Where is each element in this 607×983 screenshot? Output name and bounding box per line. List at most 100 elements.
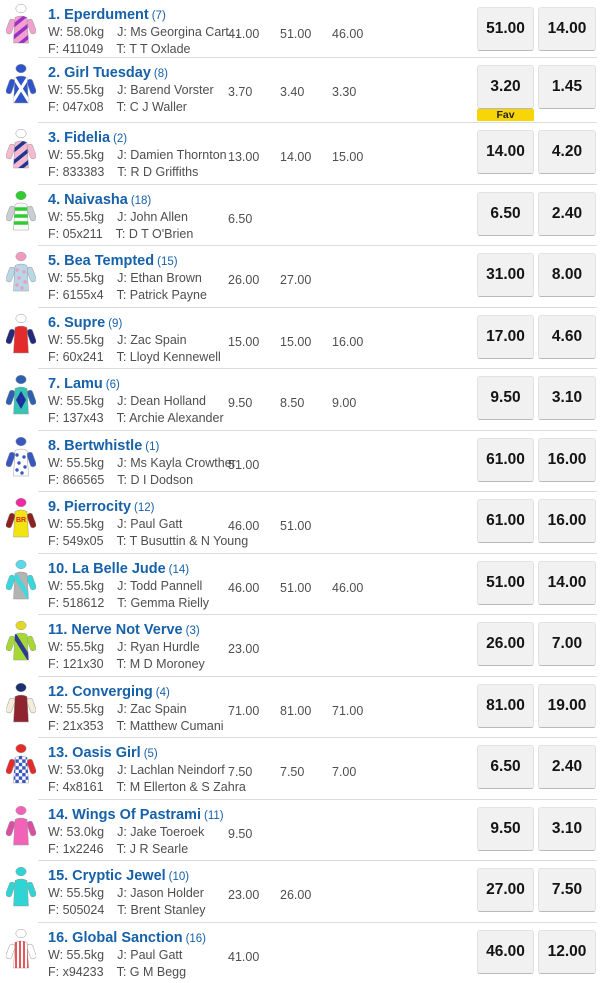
place-odds-button[interactable]: 3.10 <box>538 807 596 851</box>
fluc-value: 8.50 <box>280 396 332 410</box>
place-odds-button[interactable]: 4.60 <box>538 315 596 359</box>
place-odds-button[interactable]: 16.00 <box>538 438 596 482</box>
place-odds-button[interactable]: 3.10 <box>538 376 596 420</box>
place-odds-button[interactable]: 19.00 <box>538 684 596 728</box>
win-odds-button[interactable]: 6.50 <box>477 192 534 236</box>
runner-trainer: T: D T O'Brien <box>116 227 194 241</box>
runner-name: 4. Naivasha <box>48 192 128 208</box>
fluc-value: 7.50 <box>228 765 280 779</box>
runner-form: F: 047x08 <box>48 100 104 114</box>
runner-barrier: (9) <box>108 318 122 330</box>
runner-weight: W: 55.5kg <box>48 83 104 97</box>
win-odds-button[interactable]: 61.00 <box>477 438 534 482</box>
runner-trainer: T: Patrick Payne <box>117 288 207 302</box>
runner-barrier: (12) <box>134 502 154 514</box>
place-odds-button[interactable]: 1.45 <box>538 65 596 109</box>
jockey-silk-icon <box>6 128 36 176</box>
win-odds-button[interactable]: 46.00 <box>477 930 534 974</box>
win-odds-button[interactable]: 51.00 <box>477 561 534 605</box>
row-divider <box>38 57 597 58</box>
runner-form: F: 05x211 <box>48 227 103 241</box>
runner-barrier: (8) <box>154 68 168 80</box>
runner-title: 2. Girl Tuesday(8) <box>48 64 168 82</box>
win-odds-button[interactable]: 26.00 <box>477 622 534 666</box>
fluc-value: 3.30 <box>332 85 384 99</box>
win-odds-button[interactable]: 81.00 <box>477 684 534 728</box>
fluc-value: 15.00 <box>280 335 332 349</box>
runner-weight: W: 55.5kg <box>48 886 104 900</box>
jockey-silk-icon <box>6 63 36 111</box>
fluc-value: 23.00 <box>228 642 280 656</box>
place-odds-button[interactable]: 12.00 <box>538 930 596 974</box>
runner-jockey: J: John Allen <box>117 210 188 224</box>
runner-trainer: T: Matthew Cumani <box>117 719 224 733</box>
fluc-value: 46.00 <box>332 27 384 41</box>
runner-form: F: x94233 <box>48 965 104 979</box>
place-odds-button[interactable]: 7.00 <box>538 622 596 666</box>
fluc-value: 6.50 <box>228 212 280 226</box>
runner-jockey: J: Dean Holland <box>117 394 206 408</box>
fluc-value: 46.00 <box>228 581 280 595</box>
jockey-silk-icon <box>6 436 36 484</box>
runner-barrier: (7) <box>152 10 166 22</box>
runner-trainer: T: M Ellerton & S Zahra <box>117 780 246 794</box>
runner-trainer: T: T T Oxlade <box>116 42 190 56</box>
jockey-silk-icon <box>6 313 36 361</box>
win-odds-button[interactable]: 31.00 <box>477 253 534 297</box>
jockey-silk-icon <box>6 620 36 668</box>
place-odds-button[interactable]: 7.50 <box>538 868 596 912</box>
place-odds-button[interactable]: 4.20 <box>538 130 596 174</box>
place-odds-button[interactable]: 2.40 <box>538 745 596 789</box>
place-odds-button[interactable]: 2.40 <box>538 192 596 236</box>
win-odds-button[interactable]: 3.20 <box>477 65 534 109</box>
win-odds-button[interactable]: 17.00 <box>477 315 534 359</box>
runner-barrier: (2) <box>113 133 127 145</box>
place-odds-button[interactable]: 14.00 <box>538 7 596 51</box>
runner-name: 11. Nerve Not Verve <box>48 622 183 638</box>
win-odds-button[interactable]: 51.00 <box>477 7 534 51</box>
fluc-value: 14.00 <box>280 150 332 164</box>
price-flucs: 6.50 <box>228 210 384 228</box>
win-odds-button[interactable]: 9.50 <box>477 807 534 851</box>
win-odds-button[interactable]: 27.00 <box>477 868 534 912</box>
runner-weight: W: 55.5kg <box>48 394 104 408</box>
place-odds-button[interactable]: 14.00 <box>538 561 596 605</box>
runner-barrier: (4) <box>156 687 170 699</box>
win-odds-button[interactable]: 6.50 <box>477 745 534 789</box>
win-odds-button[interactable]: 61.00 <box>477 499 534 543</box>
fluc-value: 7.00 <box>332 765 384 779</box>
runner-title: 16. Global Sanction(16) <box>48 929 206 947</box>
price-flucs: 51.00 <box>228 456 384 474</box>
place-odds-button[interactable]: 16.00 <box>538 499 596 543</box>
fluc-value: 16.00 <box>332 335 384 349</box>
place-odds-button[interactable]: 8.00 <box>538 253 596 297</box>
runner-trainer: T: J R Searle <box>117 842 189 856</box>
runner-trainer: T: D I Dodson <box>117 473 193 487</box>
jockey-silk-icon <box>6 866 36 914</box>
fluc-value: 51.00 <box>280 581 332 595</box>
win-odds-button[interactable]: 14.00 <box>477 130 534 174</box>
win-odds-button[interactable]: 9.50 <box>477 376 534 420</box>
runner-name: 3. Fidelia <box>48 130 110 146</box>
runner-jockey: J: Todd Pannell <box>117 579 202 593</box>
runner-form: F: 4x8161 <box>48 780 104 794</box>
runner-title: 1. Eperdument(7) <box>48 6 166 24</box>
runner-trainer: T: Archie Alexander <box>117 411 224 425</box>
